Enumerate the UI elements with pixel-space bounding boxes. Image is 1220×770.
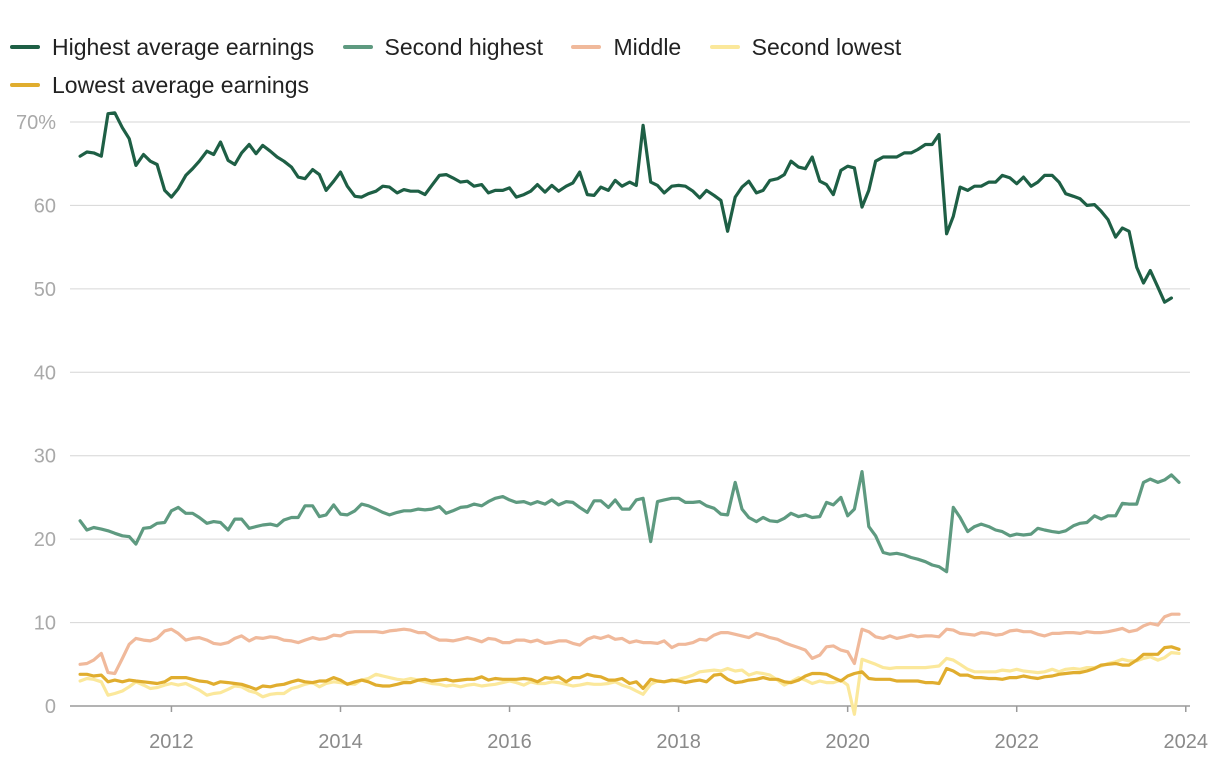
y-tick-label-30: 30: [34, 446, 56, 468]
legend-item-highest[interactable]: Highest average earnings: [10, 28, 314, 66]
legend-swatch-highest: [10, 44, 40, 49]
legend-label-highest: Highest average earnings: [52, 34, 315, 60]
chart-legend: Highest average earnings Second highest …: [10, 28, 1210, 104]
legend-label-second-highest: Second highest: [384, 34, 544, 60]
y-tick-label-60: 60: [34, 195, 56, 217]
legend-swatch-second-highest: [342, 44, 373, 49]
legend-swatch-lowest: [10, 82, 40, 87]
series-line-lowest-average-earnings: [78, 645, 1181, 691]
series-line-second-lowest: [78, 651, 1181, 716]
series-line-middle: [78, 612, 1181, 676]
x-tick-label-2016: 2016: [487, 731, 532, 753]
legend-label-lowest: Lowest average earnings: [52, 72, 309, 98]
y-tick-label-20: 20: [34, 529, 56, 551]
x-tick-label-2024: 2024: [1164, 731, 1209, 753]
legend-item-lowest[interactable]: Lowest average earnings: [10, 66, 309, 104]
y-tick-label-0: 0: [45, 696, 56, 718]
legend-swatch-second-lowest: [709, 44, 740, 49]
series-line-highest-average-earnings: [78, 111, 1173, 304]
legend-swatch-middle: [571, 44, 602, 49]
legend-item-middle[interactable]: Middle: [571, 28, 681, 66]
y-tick-label-40: 40: [34, 362, 56, 384]
x-tick-label-2018: 2018: [656, 731, 701, 753]
x-tick-label-2022: 2022: [994, 731, 1039, 753]
y-tick-label-70: 70%: [16, 112, 56, 134]
legend-item-second-lowest[interactable]: Second lowest: [709, 28, 902, 66]
x-tick-label-2020: 2020: [825, 731, 870, 753]
legend-item-second-highest[interactable]: Second highest: [342, 28, 544, 66]
legend-label-second-lowest: Second lowest: [751, 34, 902, 60]
x-tick-label-2014: 2014: [318, 731, 363, 753]
x-tick-label-2012: 2012: [149, 731, 194, 753]
y-tick-label-50: 50: [34, 279, 56, 301]
y-tick-label-10: 10: [34, 613, 56, 635]
legend-label-middle: Middle: [613, 34, 682, 60]
series-line-second-highest: [78, 470, 1181, 574]
